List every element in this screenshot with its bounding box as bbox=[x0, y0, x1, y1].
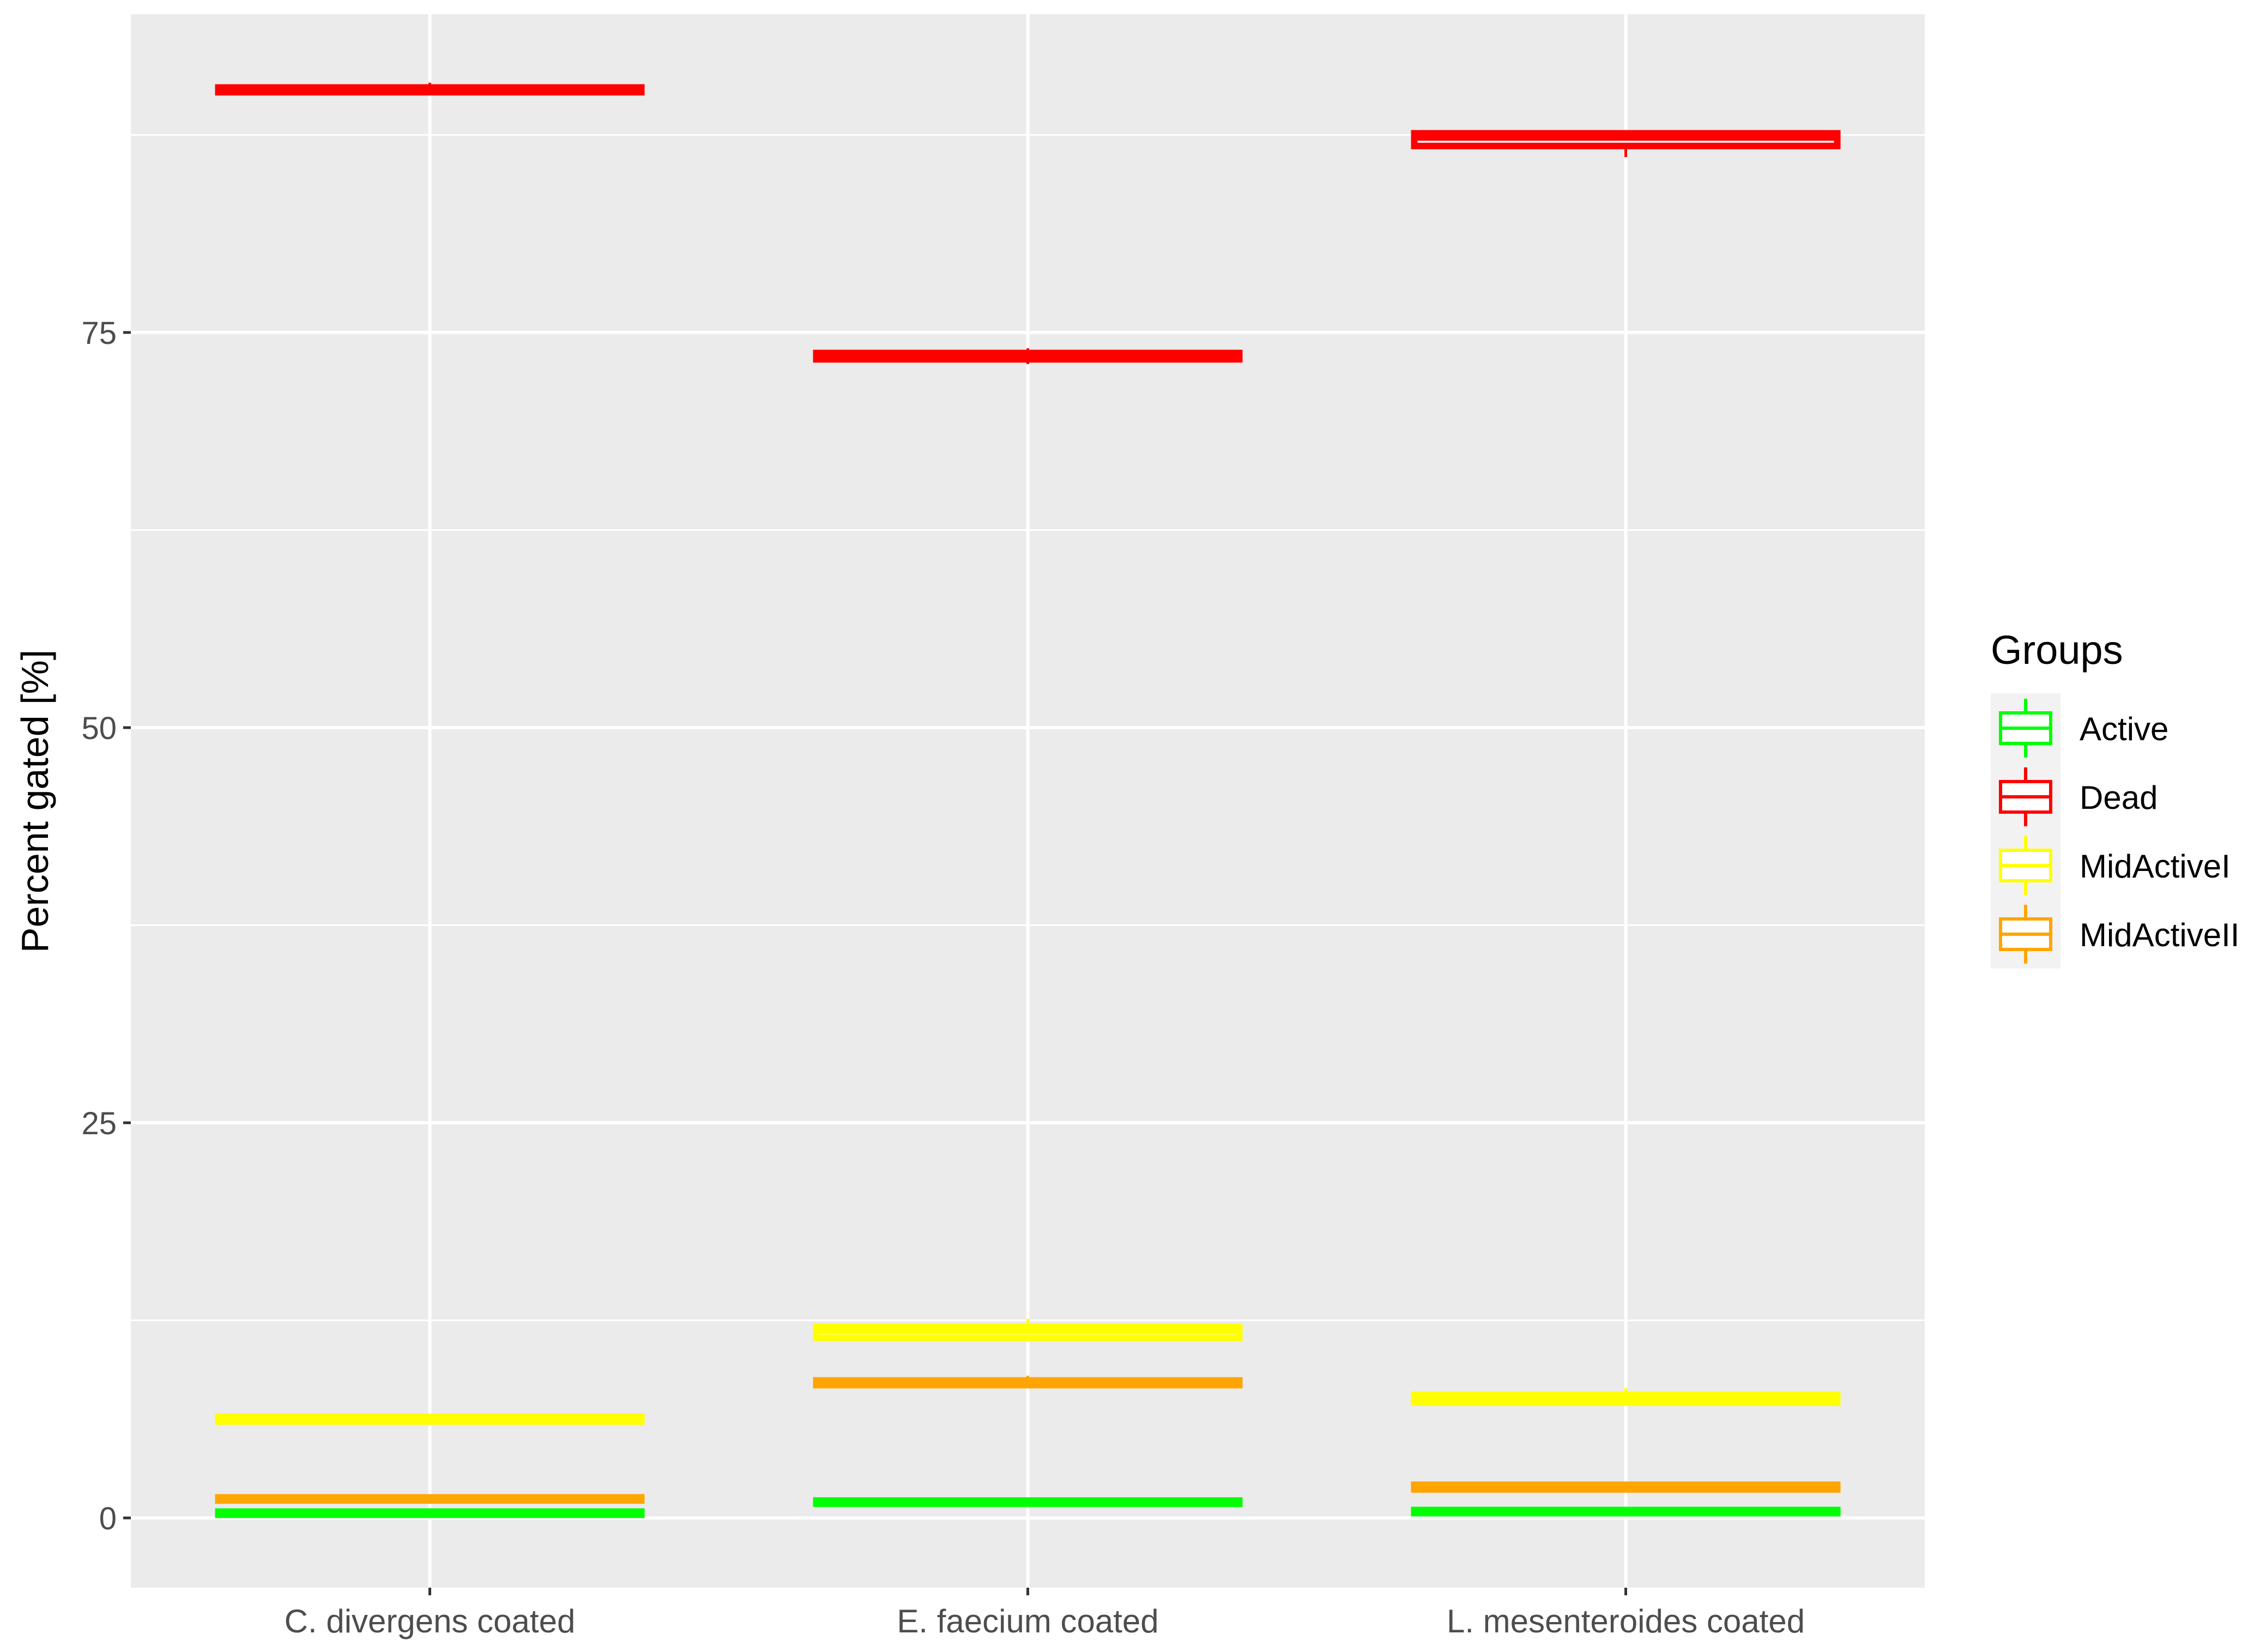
legend-key-active bbox=[1999, 699, 2052, 758]
box-active bbox=[813, 1497, 1243, 1507]
y-tick-label: 50 bbox=[81, 711, 117, 746]
y-tick-label: 0 bbox=[99, 1501, 117, 1536]
box-dead bbox=[1411, 130, 1841, 158]
legend: Groups Active Dead MidActiveI MidActiveII bbox=[1991, 627, 2239, 969]
legend-key-dead bbox=[1999, 767, 2052, 826]
axes-layer: 0 25 50 75 C. divergens coated E. faecium coa… bbox=[81, 316, 1805, 1639]
box-dead bbox=[215, 82, 645, 96]
legend-key-midactiveii bbox=[1999, 905, 2052, 964]
legend-label: Active bbox=[2080, 711, 2168, 747]
legend-title: Groups bbox=[1991, 627, 2123, 673]
box-midactiveii bbox=[813, 1376, 1243, 1389]
box-active bbox=[1411, 1506, 1841, 1517]
y-axis-label: Percent gated [%] bbox=[14, 650, 56, 953]
boxes-layer bbox=[215, 82, 1841, 1518]
box-midactivei bbox=[215, 1413, 645, 1425]
box-midactiveii bbox=[215, 1494, 645, 1504]
legend-label: MidActiveI bbox=[2080, 848, 2231, 885]
box-active bbox=[215, 1508, 645, 1518]
box-midactiveii bbox=[1411, 1481, 1841, 1493]
legend-label: MidActiveII bbox=[2080, 917, 2239, 953]
y-tick-label: 75 bbox=[81, 316, 117, 351]
box-midactivei bbox=[813, 1318, 1243, 1341]
y-tick-label: 25 bbox=[81, 1106, 117, 1141]
x-tick-label: E. faecium coated bbox=[897, 1603, 1158, 1639]
legend-label: Dead bbox=[2080, 779, 2158, 816]
x-tick-label: L. mesenteroides coated bbox=[1447, 1603, 1805, 1639]
box-dead bbox=[813, 348, 1243, 364]
legend-key-midactivei bbox=[1999, 836, 2052, 895]
box-midactivei bbox=[1411, 1388, 1841, 1406]
x-tick-label: C. divergens coated bbox=[285, 1603, 576, 1639]
